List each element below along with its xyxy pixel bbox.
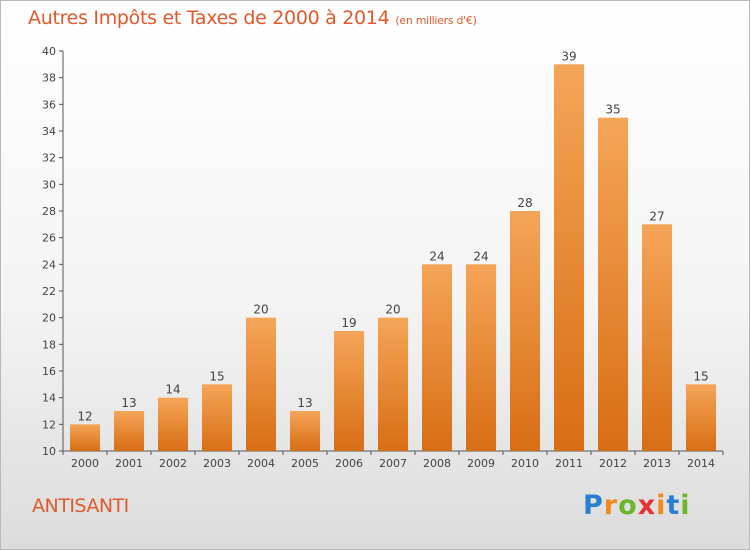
y-tick-label: 20 (42, 312, 56, 325)
x-tick-label: 2005 (291, 457, 319, 470)
proxiti-logo-text: Proxiti (583, 490, 691, 521)
bar-2010 (510, 211, 540, 451)
x-tick-label: 2010 (511, 457, 539, 470)
bar-2014 (686, 384, 716, 451)
chart-bars (70, 64, 716, 452)
value-label: 20 (385, 303, 400, 317)
bar-2002 (158, 397, 188, 451)
bar-2012 (598, 117, 628, 452)
y-tick-label: 16 (42, 365, 56, 378)
y-tick-label: 18 (42, 338, 56, 351)
chart-value-labels: 12 13 14 15 20 13 19 20 24 24 28 39 35 27 15 (77, 49, 708, 423)
y-tick-label: 36 (42, 98, 56, 111)
bar-2007 (378, 317, 408, 451)
bar-2006 (334, 331, 364, 451)
value-label: 39 (561, 49, 576, 63)
x-tick-label: 2008 (423, 457, 451, 470)
value-label: 13 (297, 396, 312, 410)
y-tick-label: 30 (42, 178, 56, 191)
bar-2003 (202, 384, 232, 451)
commune-name: ANTISANTI (32, 495, 129, 517)
x-tick-label: 2007 (379, 457, 407, 470)
chart-title: Autres Impôts et Taxes de 2000 à 2014 (en… (28, 7, 477, 29)
bar-2011 (554, 64, 584, 452)
value-label: 28 (517, 196, 532, 210)
bar-2005 (290, 411, 320, 451)
value-label: 14 (165, 383, 180, 397)
bar-2004 (246, 317, 276, 451)
x-tick-label: 2000 (71, 457, 99, 470)
x-tick-label: 2001 (115, 457, 143, 470)
y-tick-label: 32 (42, 152, 56, 165)
value-label: 24 (429, 249, 444, 263)
chart-title-text: Autres Impôts et Taxes de 2000 à 2014 (28, 7, 390, 29)
value-label: 15 (693, 369, 708, 383)
x-tick-label: 2004 (247, 457, 275, 470)
y-tick-label: 10 (42, 445, 56, 458)
y-tick-label: 28 (42, 205, 56, 218)
value-label: 13 (121, 396, 136, 410)
y-tick-label: 22 (42, 285, 56, 298)
x-tick-label: 2012 (599, 457, 627, 470)
value-label: 19 (341, 316, 356, 330)
y-tick-label: 12 (42, 418, 56, 431)
y-tick-label: 38 (42, 72, 56, 85)
bar-2001 (114, 411, 144, 451)
value-label: 15 (209, 369, 224, 383)
bar-2013 (642, 224, 672, 451)
value-label: 24 (473, 249, 488, 263)
y-tick-label: 34 (42, 125, 56, 138)
value-label: 35 (605, 103, 620, 117)
y-tick-label: 24 (42, 258, 56, 271)
chart-title-unit: (en milliers d'€) (395, 14, 477, 27)
x-tick-label: 2013 (643, 457, 671, 470)
x-tick-label: 2014 (687, 457, 715, 470)
value-label: 20 (253, 303, 268, 317)
value-label: 12 (77, 409, 92, 423)
proxiti-logo: Proxiti (583, 490, 693, 526)
bar-2000 (70, 424, 100, 451)
y-tick-label: 26 (42, 232, 56, 245)
y-tick-label: 40 (42, 45, 56, 58)
y-tick-label: 14 (42, 392, 56, 405)
bar-2009 (466, 264, 496, 451)
x-tick-label: 2003 (203, 457, 231, 470)
x-tick-label: 2009 (467, 457, 495, 470)
value-label: 27 (649, 209, 664, 223)
bar-2008 (422, 264, 452, 451)
x-tick-label: 2006 (335, 457, 363, 470)
x-tick-label: 2011 (555, 457, 583, 470)
x-tick-label: 2002 (159, 457, 187, 470)
